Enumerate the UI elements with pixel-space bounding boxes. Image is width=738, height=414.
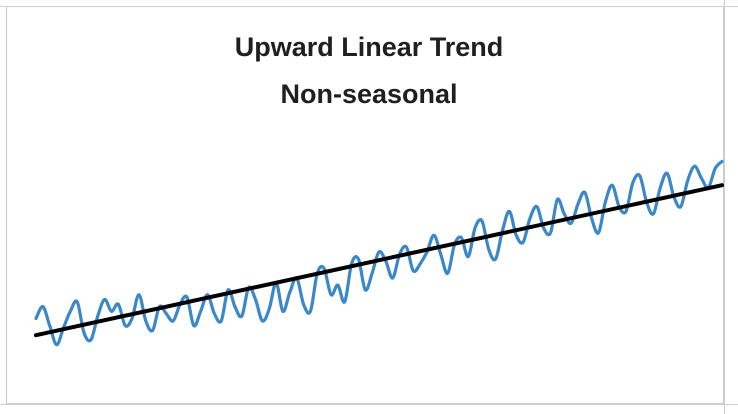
chart-title: Upward Linear Trend (234, 32, 504, 62)
chart-subtitle: Non-seasonal (280, 79, 458, 109)
series-line-data (34, 159, 724, 347)
sheet-gridline-right (724, 0, 725, 414)
sheet-gridline-top (0, 6, 738, 7)
series-line-trend (34, 183, 724, 338)
sheet-gridline-bottom (0, 404, 738, 405)
